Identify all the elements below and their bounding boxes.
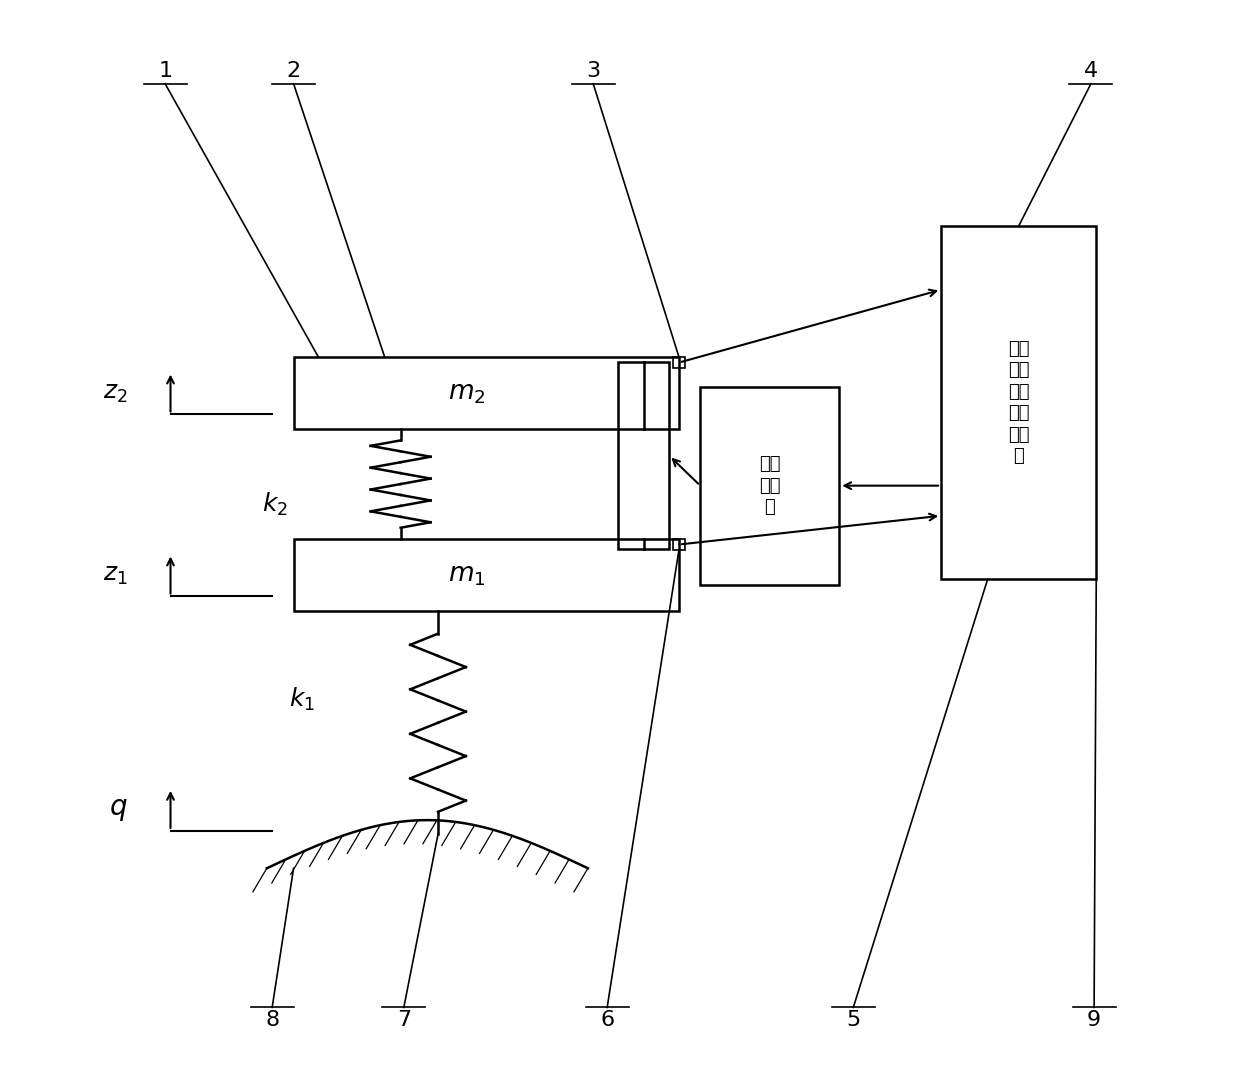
Bar: [294, 356, 678, 429]
Text: 3: 3: [587, 61, 600, 80]
Text: 8: 8: [265, 1011, 279, 1030]
Text: 7: 7: [397, 1011, 410, 1030]
Text: 2: 2: [286, 61, 300, 80]
Text: $z_1$: $z_1$: [103, 563, 128, 587]
Text: 6: 6: [600, 1011, 614, 1030]
Bar: [941, 226, 1096, 579]
Bar: [701, 386, 839, 585]
Text: $z_2$: $z_2$: [103, 382, 128, 405]
Text: 1: 1: [157, 61, 172, 80]
Text: 5: 5: [846, 1011, 861, 1030]
Text: 9: 9: [1087, 1011, 1101, 1030]
Text: $q$: $q$: [109, 796, 128, 823]
Text: $m_2$: $m_2$: [448, 381, 486, 406]
Bar: [673, 356, 684, 368]
Text: 磁流
变半
主动
悬架
控制
器: 磁流 变半 主动 悬架 控制 器: [1008, 340, 1029, 466]
Text: 4: 4: [1084, 61, 1097, 80]
Bar: [618, 362, 670, 549]
Bar: [673, 539, 684, 550]
Text: 数控
电流
源: 数控 电流 源: [759, 455, 781, 516]
Text: $k_1$: $k_1$: [289, 686, 315, 712]
Text: $m_1$: $m_1$: [448, 562, 486, 588]
Bar: [294, 539, 678, 612]
Text: $k_2$: $k_2$: [263, 490, 288, 518]
